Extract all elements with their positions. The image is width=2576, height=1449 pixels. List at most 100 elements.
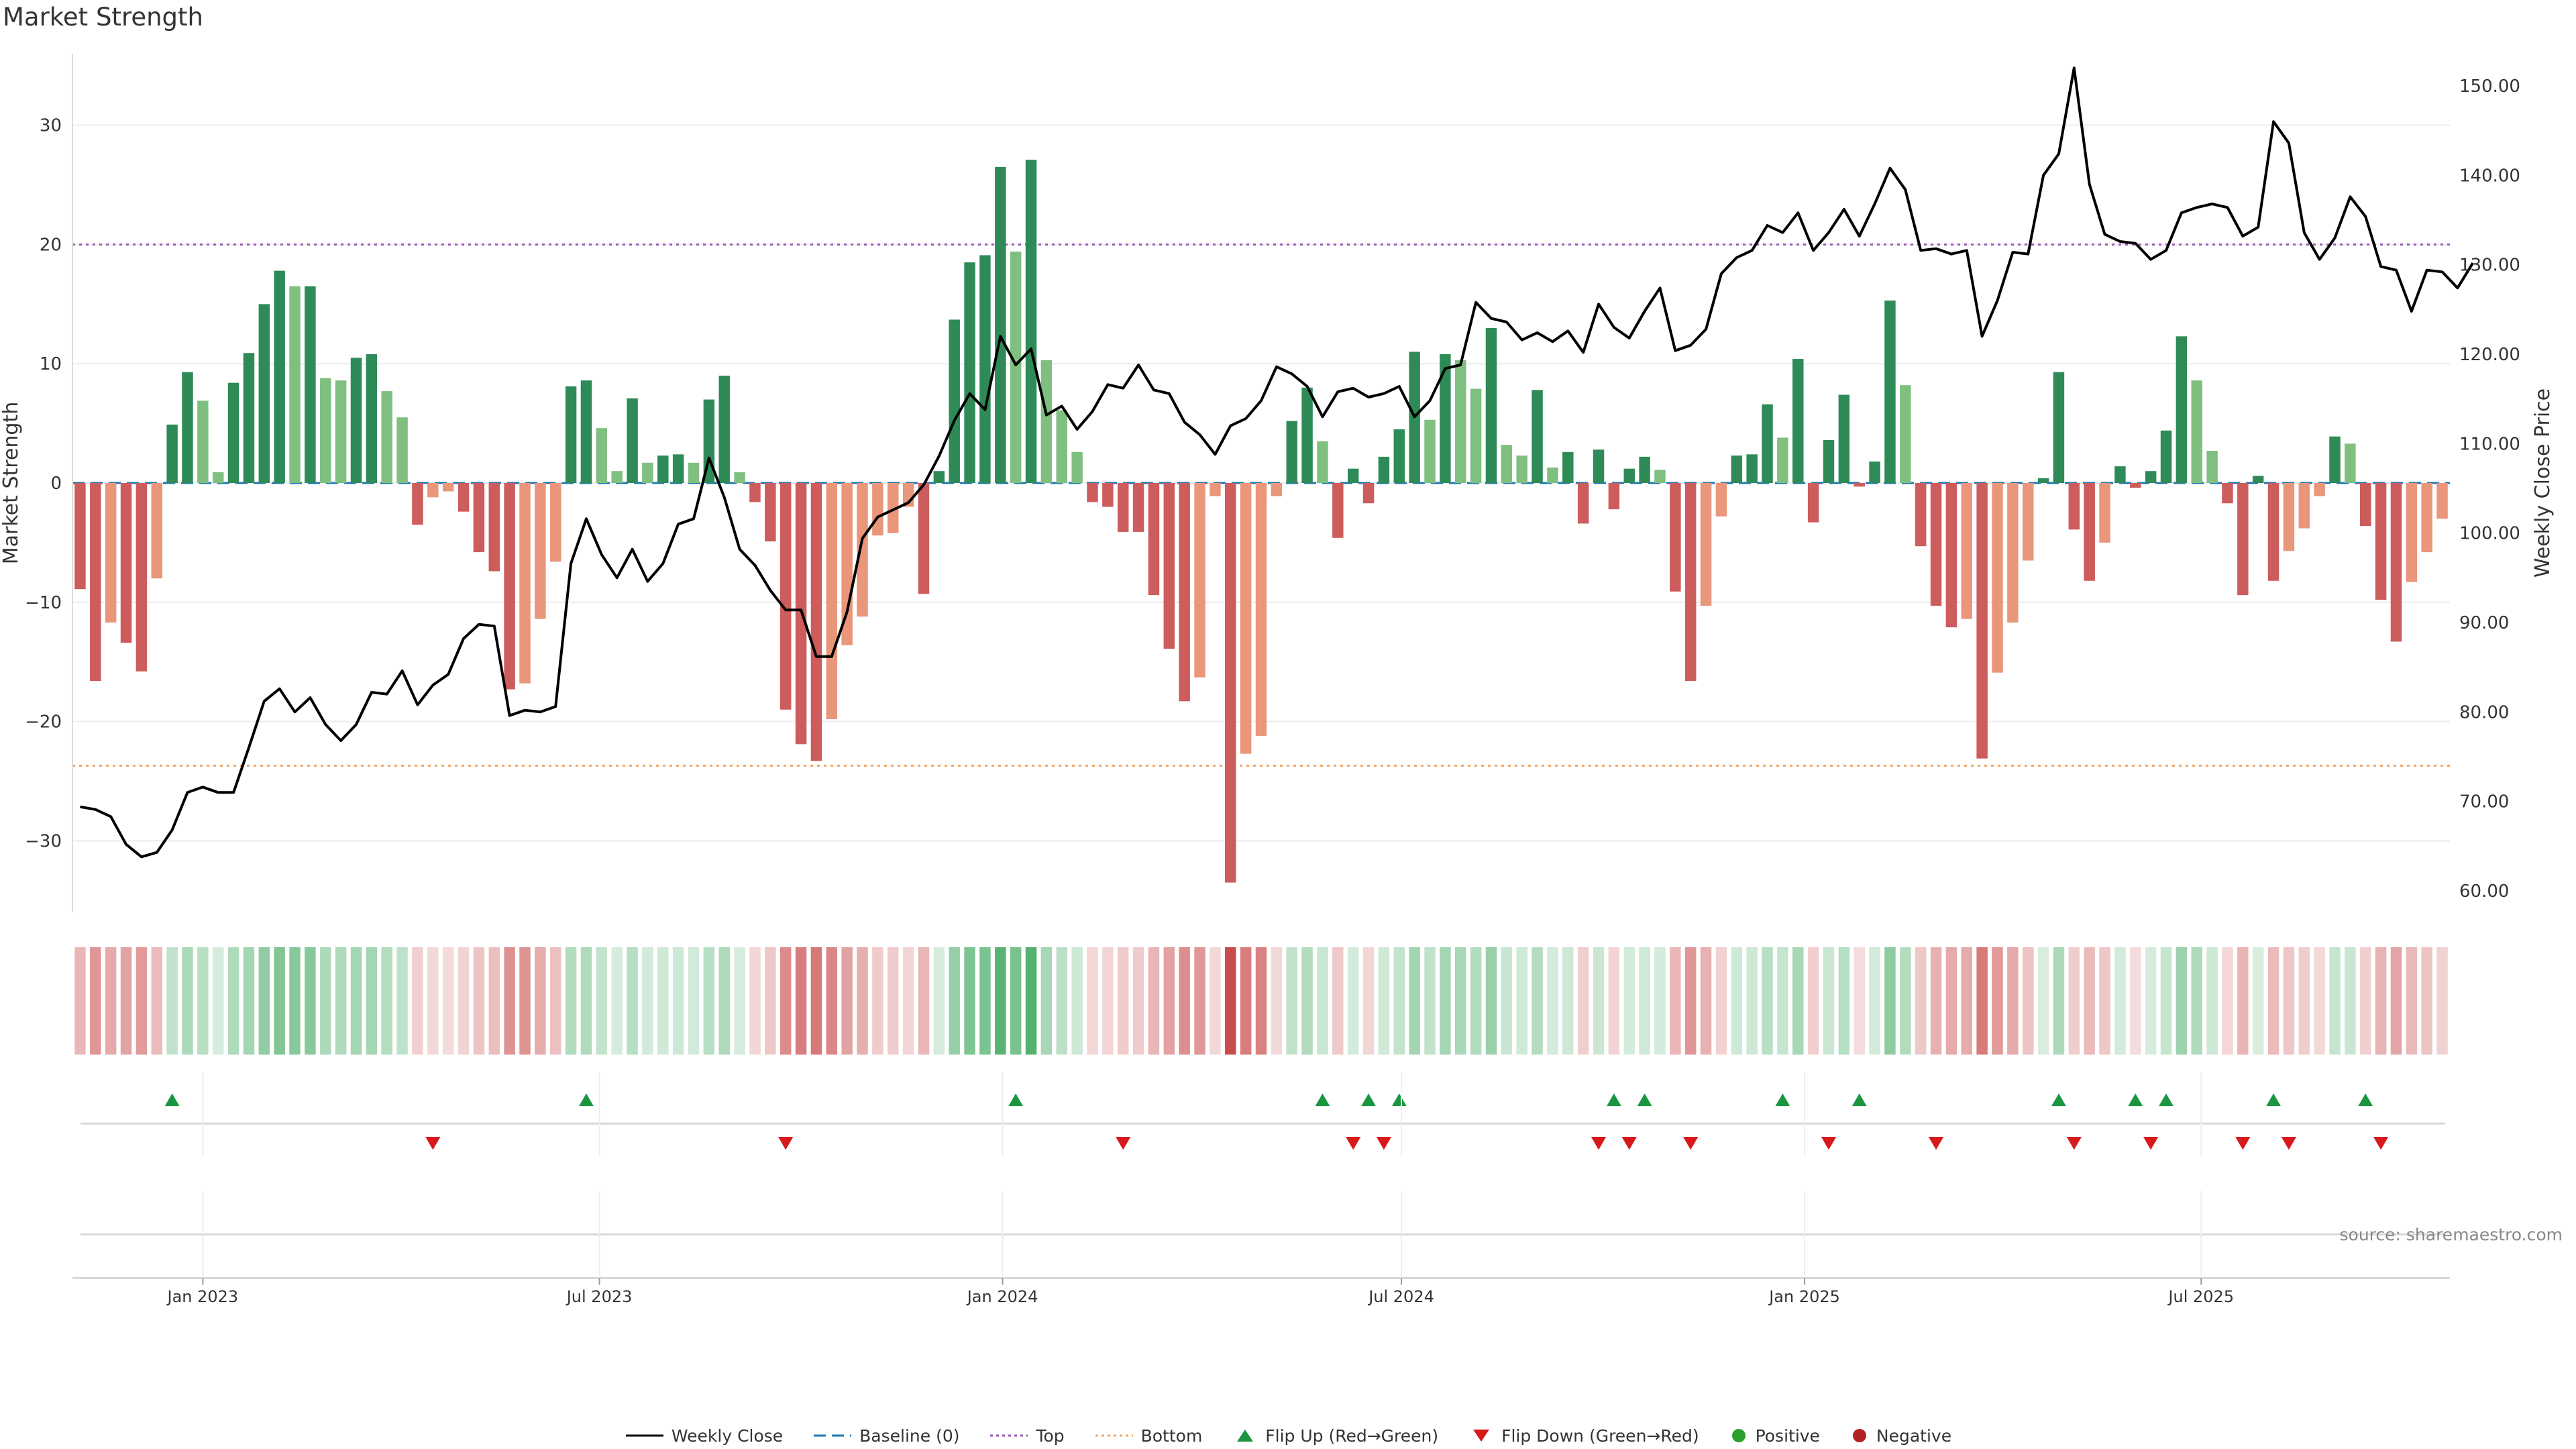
heat-cell (888, 947, 899, 1055)
heat-cell (1608, 947, 1620, 1055)
heat-cell (2160, 947, 2172, 1055)
heat-cell (2375, 947, 2387, 1055)
strength-bar (1884, 301, 1896, 483)
strength-bar (1301, 387, 1313, 483)
strength-bar (2314, 483, 2325, 496)
strength-bar (1271, 483, 1283, 496)
heat-cell (1746, 947, 1758, 1055)
strength-bar (1470, 388, 1482, 483)
strength-bar (1562, 451, 1574, 483)
strength-bar (1777, 437, 1788, 483)
legend-baseline: Baseline (0) (812, 1426, 960, 1446)
heat-cell (74, 947, 86, 1055)
heat-cell (442, 947, 454, 1055)
legend-label: Positive (1755, 1426, 1820, 1446)
legend-label: Flip Down (Green→Red) (1501, 1426, 1699, 1446)
strength-bars (74, 160, 2448, 883)
strength-bar (657, 455, 669, 483)
strength-bar (320, 378, 331, 483)
heat-cell (2237, 947, 2249, 1055)
strength-bar (2421, 483, 2432, 553)
strength-bar (1424, 419, 1436, 483)
heat-cell (1639, 947, 1650, 1055)
strength-bar (2283, 483, 2295, 551)
heat-cell (1593, 947, 1605, 1055)
heat-cell (2053, 947, 2065, 1055)
flip-down-marker (2066, 1137, 2082, 1150)
heat-cell (780, 947, 792, 1055)
heat-cell (1945, 947, 1957, 1055)
heat-cell (2191, 947, 2202, 1055)
strength-bar (442, 483, 454, 492)
strength-bar (396, 417, 408, 483)
strength-bar (1210, 483, 1221, 496)
flip-down-marker (425, 1137, 441, 1150)
heat-cell (1731, 947, 1743, 1055)
flip-up-marker (1851, 1093, 1867, 1106)
flip-down-marker (2373, 1137, 2389, 1150)
flip-up-marker (1391, 1093, 1407, 1106)
legend-flip-down: Flip Down (Green→Red) (1468, 1426, 1699, 1446)
strength-bar (488, 483, 500, 572)
y2-tick-label: 130.00 (2459, 256, 2520, 276)
strength-bar (366, 354, 378, 483)
circle-icon (1852, 1429, 1866, 1442)
heat-cell (1992, 947, 2003, 1055)
strength-bar (412, 483, 423, 525)
strength-bar (1071, 451, 1083, 483)
strength-bar (1715, 483, 1727, 517)
strength-bar (105, 483, 117, 623)
heat-cell (2314, 947, 2325, 1055)
strength-bar (1577, 483, 1589, 524)
heat-cell (949, 947, 960, 1055)
y-axis-title: Market Strength (0, 402, 23, 564)
strength-bar (274, 270, 285, 483)
strength-bar (1362, 483, 1375, 504)
strength-bar (166, 424, 178, 483)
heat-cell (765, 947, 776, 1055)
heat-cell (120, 947, 132, 1055)
heat-cell (826, 947, 838, 1055)
x-tick-label: Jul 2024 (1367, 1287, 1434, 1306)
strength-bar (2053, 372, 2065, 483)
heat-cell (136, 947, 148, 1055)
heat-cell (1179, 947, 1190, 1055)
heat-cell (1424, 947, 1436, 1055)
heat-cell (427, 947, 439, 1055)
strength-bar (1854, 483, 1865, 487)
strength-bar (427, 483, 439, 498)
strength-bar (197, 400, 209, 483)
heat-cell (305, 947, 316, 1055)
strength-bar (212, 472, 224, 483)
heat-cell (1117, 947, 1129, 1055)
heat-cell (105, 947, 117, 1055)
heat-cell (1838, 947, 1850, 1055)
heat-cell (1915, 947, 1927, 1055)
strength-bar (1255, 483, 1267, 736)
heat-cell (2267, 947, 2279, 1055)
strength-bar (995, 166, 1006, 483)
strength-bar (2130, 483, 2141, 488)
heat-cell (1040, 947, 1053, 1055)
strength-bar (504, 483, 515, 690)
heat-cell (90, 947, 101, 1055)
heat-cell (872, 947, 883, 1055)
heat-cell (258, 947, 270, 1055)
legend-label: Negative (1876, 1426, 1952, 1446)
heat-cell (1470, 947, 1482, 1055)
strength-bar (1930, 483, 1942, 606)
strength-bar (1286, 421, 1297, 483)
heat-cell (1301, 947, 1313, 1055)
heat-cell (1255, 947, 1267, 1055)
strength-bar (1838, 394, 1850, 483)
strength-bar (1807, 483, 1819, 523)
strength-bar (565, 386, 577, 483)
strength-bar (458, 483, 470, 512)
y-tick-label: 10 (40, 354, 62, 374)
legend-weekly-close: Weekly Close (625, 1426, 783, 1446)
flip-up-marker (164, 1093, 180, 1106)
strength-bar (289, 286, 301, 483)
strength-bar (1532, 390, 1543, 483)
y2-tick-label: 120.00 (2459, 345, 2520, 365)
heat-cell (1071, 947, 1083, 1055)
